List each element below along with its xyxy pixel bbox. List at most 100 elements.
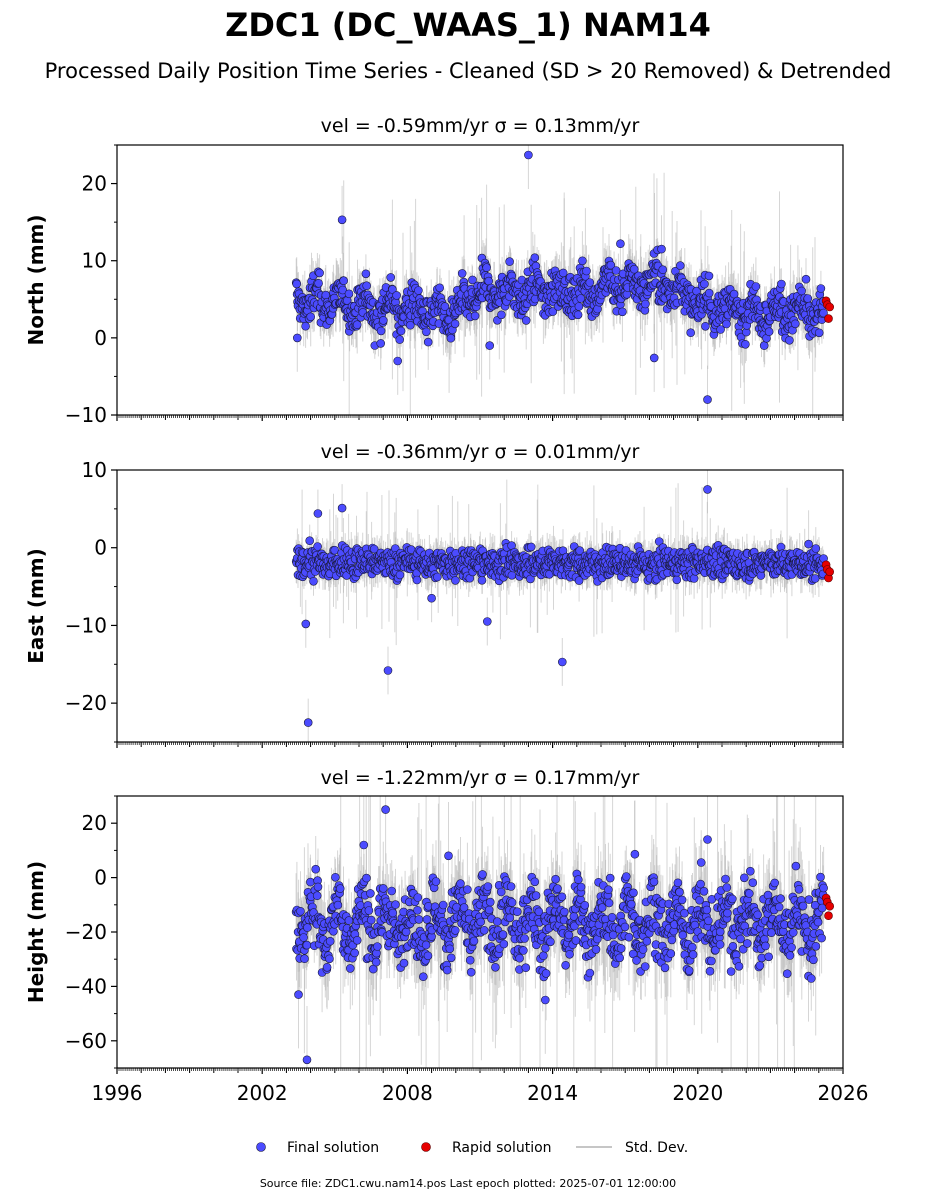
- north-panel: vel = -0.59mm/yr σ = 0.13mm/yr North (mm…: [24, 115, 844, 427]
- final-solution-point: [803, 294, 813, 303]
- x-axis-ticks: [116, 415, 844, 421]
- final-solution-point: [427, 593, 436, 603]
- final-solution-point: [305, 536, 315, 546]
- final-solution-point: [629, 264, 639, 274]
- final-solution-point: [344, 289, 354, 299]
- final-solution-point: [575, 546, 585, 555]
- final-solution-point: [303, 718, 313, 727]
- final-solution-point: [338, 285, 348, 295]
- final-solution-point: [804, 539, 813, 549]
- final-solution-point: [701, 321, 710, 331]
- y-tick-label: 0: [94, 326, 107, 350]
- final-solution-point: [657, 244, 666, 254]
- final-solution-point: [395, 570, 405, 580]
- final-solution-point: [558, 268, 568, 278]
- final-solution-point: [801, 274, 811, 284]
- final-solution-points: [291, 150, 828, 404]
- final-solution-point: [309, 576, 318, 586]
- final-solution-point: [611, 266, 621, 275]
- final-solution-point: [574, 576, 584, 585]
- final-solution-point: [301, 619, 311, 629]
- final-solution-point: [751, 282, 761, 291]
- final-solution-point: [361, 269, 371, 279]
- final-solution-point: [641, 299, 650, 309]
- final-solution-point: [729, 289, 739, 299]
- final-solution-point: [526, 542, 536, 552]
- final-solution-point: [482, 617, 492, 626]
- final-solution-point: [521, 316, 531, 325]
- axes-frame: [116, 469, 844, 743]
- final-solution-point: [388, 285, 397, 294]
- final-solution-point: [421, 327, 431, 337]
- figure-subtitle: Processed Daily Position Time Series - C…: [45, 59, 892, 83]
- rapid-solution-points: [821, 560, 835, 583]
- north-axis-label: North (mm): [24, 214, 48, 345]
- final-solution-point: [314, 278, 323, 288]
- final-solution-point: [618, 307, 627, 317]
- final-solution-point: [722, 319, 731, 329]
- x-axis-ticks: [116, 742, 844, 748]
- final-solution-point: [576, 294, 586, 303]
- final-solution-point: [433, 572, 442, 582]
- final-solution-point: [386, 273, 396, 282]
- final-solution-point: [405, 320, 415, 330]
- final-solution-point: [672, 575, 682, 585]
- final-solution-point: [306, 312, 316, 322]
- final-solution-point: [716, 325, 725, 334]
- final-solution-point: [315, 268, 324, 278]
- std-dev-bars: [295, 470, 825, 742]
- rapid-solution-point: [825, 567, 835, 577]
- final-solution-point: [616, 239, 625, 248]
- final-solution-point: [574, 302, 584, 311]
- final-solution-point: [395, 335, 405, 344]
- final-solution-point: [530, 253, 540, 263]
- plot-area: [291, 470, 835, 742]
- final-solution-point: [689, 574, 699, 583]
- final-solution-point: [700, 279, 709, 289]
- final-solution-point: [414, 286, 423, 295]
- final-solution-point: [686, 328, 696, 338]
- final-solution-point: [292, 279, 302, 289]
- final-solution-points: [291, 485, 828, 727]
- y-tick-label: −10: [65, 613, 107, 637]
- final-solution-point: [606, 260, 616, 270]
- final-solution-point: [376, 339, 386, 348]
- final-solution-point: [703, 485, 712, 494]
- final-solution-point: [313, 542, 322, 551]
- final-solution-point: [396, 326, 406, 336]
- final-solution-point: [505, 257, 514, 266]
- final-solution-point: [704, 271, 714, 281]
- final-solution-point: [393, 356, 403, 366]
- final-solution-point: [446, 333, 456, 343]
- final-solution-point: [383, 666, 393, 675]
- rapid-solution-point: [825, 302, 835, 312]
- y-tick-label: 0: [94, 536, 107, 560]
- final-solution-point: [450, 319, 460, 329]
- final-solution-point: [423, 337, 433, 347]
- final-solution-point: [301, 321, 310, 331]
- final-solution-point: [797, 286, 806, 296]
- final-solution-point: [703, 395, 712, 404]
- final-solution-point: [524, 150, 533, 160]
- final-solution-point: [477, 575, 487, 585]
- east-axis-label: East (mm): [24, 548, 48, 664]
- final-solution-point: [497, 310, 506, 320]
- final-solution-point: [790, 319, 800, 329]
- final-solution-point: [557, 657, 567, 667]
- final-solution-point: [313, 509, 323, 518]
- final-solution-point: [649, 353, 659, 363]
- final-solution-point: [578, 256, 587, 266]
- y-tick-label: −20: [65, 691, 107, 715]
- final-solution-point: [573, 310, 583, 320]
- figure-title: ZDC1 (DC_WAAS_1) NAM14: [225, 6, 711, 44]
- final-solution-point: [654, 537, 664, 546]
- final-solution-point: [759, 341, 769, 350]
- final-solution-point: [470, 311, 480, 321]
- y-tick-label: −10: [65, 403, 107, 427]
- final-solution-point: [585, 278, 595, 287]
- final-solution-point: [352, 320, 362, 330]
- final-solution-point: [811, 544, 821, 553]
- final-solution-point: [777, 279, 786, 289]
- final-solution-point: [378, 316, 388, 325]
- final-solution-point: [785, 335, 794, 345]
